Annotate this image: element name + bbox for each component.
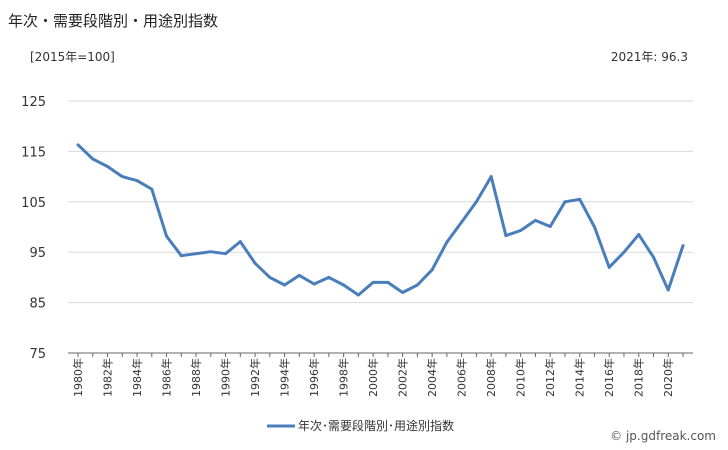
x-tick-label: 2020年 xyxy=(661,358,675,397)
x-tick-label: 2010年 xyxy=(514,358,528,397)
x-tick-label: 1980年 xyxy=(71,358,85,397)
x-tick-label: 1996年 xyxy=(307,358,321,397)
x-tick-label: 2016年 xyxy=(602,358,616,397)
legend: 年次･需要段階別･用途別指数 xyxy=(267,418,454,433)
y-tick-label: 125 xyxy=(21,95,46,110)
data-point xyxy=(386,280,390,284)
data-point xyxy=(474,200,478,204)
data-point xyxy=(224,252,228,256)
data-point xyxy=(504,234,508,238)
latest-value-label: 2021年: 96.3 xyxy=(610,50,688,64)
data-point xyxy=(548,224,552,228)
data-point xyxy=(356,293,360,297)
data-point xyxy=(415,283,419,287)
legend-label: 年次･需要段階別･用途別指数 xyxy=(298,418,454,433)
data-point xyxy=(445,240,449,244)
y-tick-label: 75 xyxy=(29,347,46,362)
data-point xyxy=(297,273,301,277)
x-tick-label: 2006年 xyxy=(455,358,469,397)
data-point xyxy=(607,265,611,269)
data-point xyxy=(253,261,257,265)
y-tick-label: 105 xyxy=(21,196,46,211)
x-tick-label: 1982年 xyxy=(101,358,115,397)
data-point xyxy=(209,250,213,254)
x-tick-label: 2014年 xyxy=(573,358,587,397)
x-tick-label: 1998年 xyxy=(337,358,351,397)
data-point xyxy=(91,157,95,161)
data-point xyxy=(651,255,655,259)
data-point xyxy=(135,179,139,183)
x-tick-label: 2004年 xyxy=(425,358,439,397)
x-tick-label: 1988年 xyxy=(189,358,203,397)
data-point xyxy=(283,283,287,287)
data-point xyxy=(592,225,596,229)
data-point xyxy=(327,275,331,279)
grid-lines xyxy=(68,100,693,304)
x-axis: 1980年 1982年 1984年 1986年 1988年 1990年 1992年 1994年… xyxy=(68,352,693,397)
y-tick-label: 95 xyxy=(29,246,46,261)
data-point xyxy=(76,143,80,147)
x-tick-label: 2000年 xyxy=(366,358,380,397)
data-point xyxy=(489,175,493,179)
x-tick-label: 2008年 xyxy=(484,358,498,397)
data-point xyxy=(165,234,169,238)
x-tick-label: 2002年 xyxy=(396,358,410,397)
data-point xyxy=(533,218,537,222)
x-tick-label: 1986年 xyxy=(160,358,174,397)
data-point xyxy=(268,275,272,279)
data-point xyxy=(150,187,154,191)
data-point xyxy=(637,233,641,237)
data-point xyxy=(120,175,124,179)
data-point xyxy=(238,240,242,244)
unit-label: [2015年=100] xyxy=(30,50,115,64)
data-point xyxy=(371,280,375,284)
x-tick-label: 1990年 xyxy=(219,358,233,397)
data-point xyxy=(430,268,434,272)
series-layer xyxy=(76,143,685,297)
data-point xyxy=(342,283,346,287)
chart-title: 年次・需要段階別・用途別指数 xyxy=(8,12,219,30)
x-tick-label: 1994年 xyxy=(278,358,292,397)
y-axis-ticks: 75 85 95 105 115 125 xyxy=(21,95,46,362)
watermark: © jp.gdfreak.com xyxy=(610,429,716,443)
data-point xyxy=(578,197,582,201)
x-tick-label: 2012年 xyxy=(543,358,557,397)
series-line xyxy=(76,143,685,297)
x-tick-label: 1992年 xyxy=(248,358,262,397)
y-tick-label: 115 xyxy=(21,145,46,160)
data-point xyxy=(519,229,523,233)
data-point xyxy=(563,200,567,204)
data-point xyxy=(681,244,685,248)
data-point xyxy=(179,254,183,258)
data-point xyxy=(460,220,464,224)
data-point xyxy=(312,282,316,286)
x-tick-label: 2018年 xyxy=(632,358,646,397)
x-tick-label: 1984年 xyxy=(130,358,144,397)
data-point xyxy=(622,250,626,254)
data-point xyxy=(194,252,198,256)
data-point xyxy=(106,165,110,169)
data-point xyxy=(666,288,670,292)
data-point xyxy=(401,291,405,295)
y-tick-label: 85 xyxy=(29,297,46,312)
